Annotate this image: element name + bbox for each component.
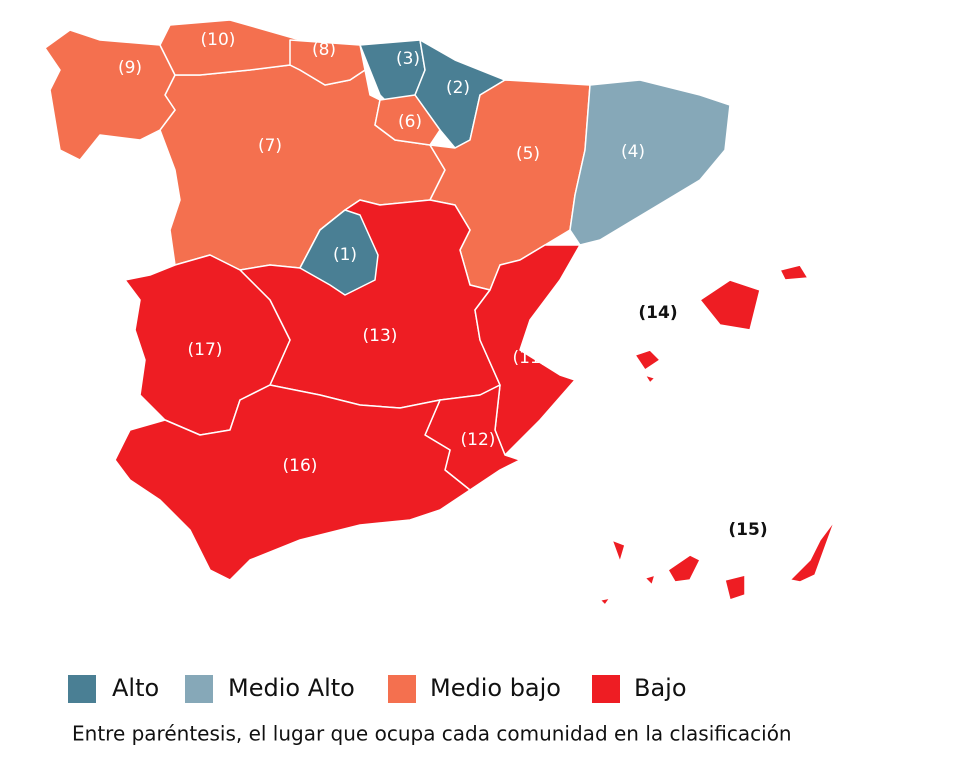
legend-label: Alto: [112, 674, 159, 702]
legend-swatch: [592, 675, 620, 703]
region-label: (3): [396, 49, 420, 69]
region-label: (14): [638, 303, 677, 323]
region: (8): [289, 39, 366, 86]
legend-swatch: [185, 675, 213, 703]
region: (9): [44, 29, 176, 161]
region-shape: [474, 244, 581, 456]
legend-swatch: [68, 675, 96, 703]
region: (15): [599, 519, 836, 606]
region-label: (13): [363, 326, 398, 346]
region-shape: [299, 209, 379, 296]
note: Entre paréntesis, el lugar que ocupa cad…: [72, 722, 792, 746]
region: (4): [569, 79, 731, 246]
region: (6): [374, 94, 441, 146]
region-label: (17): [188, 340, 223, 360]
region-label: (1): [333, 245, 357, 265]
region-label: (2): [446, 78, 470, 98]
region: (11): [474, 244, 581, 456]
region-shape: [289, 39, 366, 86]
region: (16): [114, 384, 471, 581]
region-shape: [569, 79, 731, 246]
region: (1): [299, 209, 379, 296]
region-label: (8): [312, 40, 336, 60]
region-shape: [634, 264, 809, 384]
region: (10): [159, 19, 301, 76]
region: (14): [634, 264, 809, 384]
region-label: (16): [283, 456, 318, 476]
region-label: (9): [118, 58, 142, 78]
region-label: (12): [461, 430, 496, 450]
region-label: (15): [728, 520, 767, 540]
region: (17): [124, 254, 291, 436]
region-shape: [114, 384, 471, 581]
region-shape: [44, 29, 176, 161]
legend-label: Medio bajo: [430, 674, 561, 702]
region-label: (11): [513, 348, 548, 368]
region-label: (5): [516, 144, 540, 164]
legend-swatch: [388, 675, 416, 703]
region-label: (7): [258, 136, 282, 156]
region-label: (10): [201, 30, 236, 50]
region-label: (6): [398, 112, 422, 132]
region-shape: [599, 519, 836, 606]
region-label: (4): [621, 142, 645, 162]
legend-label: Medio Alto: [228, 674, 355, 702]
legend-label: Bajo: [634, 674, 687, 702]
